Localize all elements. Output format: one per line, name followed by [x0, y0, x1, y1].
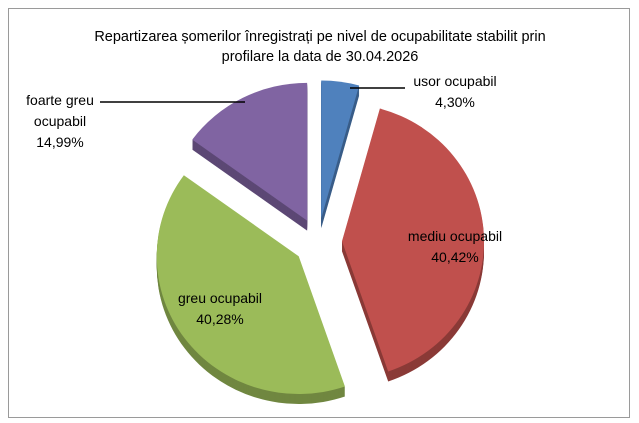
data-label: usor ocupabil 4,30%: [400, 71, 510, 113]
value-label: 40,42%: [431, 249, 479, 265]
data-label: foarte greu ocupabil 14,99%: [10, 90, 110, 153]
value-label: 14,99%: [36, 134, 84, 150]
value-label: 40,28%: [196, 311, 244, 327]
value-label: 4,30%: [435, 94, 475, 110]
data-label: greu ocupabil 40,28%: [155, 288, 285, 330]
category-label: greu ocupabil: [177, 290, 263, 306]
slice: [341, 108, 484, 372]
slice: [156, 175, 345, 395]
chart-title: Repartizarea șomerilor înregistrați pe n…: [94, 29, 546, 65]
slice: [192, 82, 308, 221]
chart-frame: [8, 8, 630, 418]
data-label: mediu ocupabil 40,42%: [405, 226, 505, 268]
category-label: usor ocupabil: [413, 73, 497, 89]
slice: [321, 80, 360, 219]
category-label: mediu ocupabil: [407, 228, 503, 244]
category-label: foarte greu ocupabil: [26, 92, 94, 129]
